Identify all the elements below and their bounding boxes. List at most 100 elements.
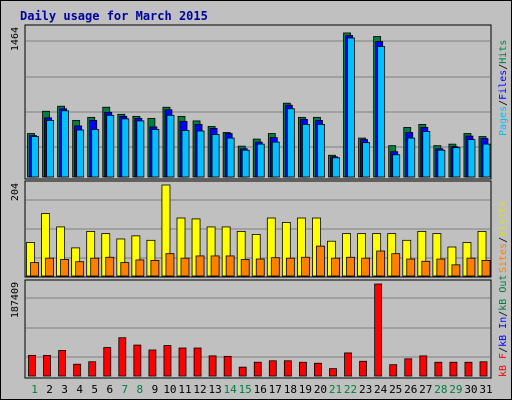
x-label-20: 20: [314, 383, 327, 396]
bar-sites-23: [361, 257, 371, 277]
legend-hits: Hits: [498, 40, 509, 64]
top-max-label: 1464: [10, 27, 21, 51]
x-label-15: 15: [239, 383, 252, 396]
bar-kbytes-7: [118, 337, 127, 377]
bar-kbytes-2: [43, 354, 51, 377]
bar-sites-3: [60, 259, 69, 277]
legend-pages: Pages: [498, 106, 509, 136]
bar-pages-29: [452, 147, 461, 178]
bar-pages-26: [407, 137, 416, 178]
bar-pages-9: [151, 129, 160, 178]
bar-sites-26: [406, 258, 416, 277]
bars-layer: [26, 32, 491, 377]
legend-sep-2: /: [498, 64, 509, 70]
x-label-22: 22: [344, 383, 357, 396]
x-label-19: 19: [299, 383, 312, 396]
bar-kbytes-3: [58, 350, 66, 377]
bar-sites-13: [210, 255, 220, 277]
bar-pages-27: [422, 131, 431, 178]
bar-sites-6: [105, 256, 115, 277]
bar-kbytes-14: [223, 355, 232, 377]
x-label-2: 2: [46, 383, 53, 396]
x-label-9: 9: [152, 383, 159, 396]
bar-pages-18: [286, 108, 295, 178]
bar-pages-8: [136, 120, 145, 178]
bar-pages-31: [482, 143, 491, 178]
legend-sep-1: /: [498, 100, 509, 106]
legend-bottom: kB F/kB In/kB Out: [498, 275, 509, 377]
legend-sites: Sites: [498, 243, 509, 273]
bar-pages-1: [31, 136, 39, 178]
x-label-21: 21: [329, 383, 342, 396]
bar-pages-14: [226, 137, 235, 178]
bar-pages-25: [392, 154, 401, 178]
bar-pages-17: [271, 141, 280, 178]
bar-sites-15: [240, 259, 250, 277]
x-label-12: 12: [193, 383, 206, 396]
bar-kbytes-17: [268, 360, 277, 377]
bar-sites-27: [421, 260, 431, 277]
x-label-27: 27: [419, 383, 432, 396]
bar-kbytes-29: [449, 361, 458, 377]
bar-pages-16: [256, 143, 265, 178]
bottom-max-label: 187409: [10, 282, 21, 318]
middle-max-label: 204: [10, 183, 21, 201]
bar-kbytes-22: [344, 352, 352, 377]
bar-kbytes-5: [88, 361, 97, 377]
bar-sites-25: [391, 253, 401, 277]
bar-kbytes-26: [404, 358, 413, 377]
bar-pages-13: [211, 134, 220, 178]
bar-sites-2: [45, 257, 54, 277]
bar-pages-12: [196, 130, 205, 178]
x-label-8: 8: [137, 383, 144, 396]
x-label-11: 11: [178, 383, 191, 396]
bar-sites-9: [150, 259, 160, 277]
bar-kbytes-1: [28, 354, 36, 377]
x-label-31: 31: [479, 383, 492, 396]
bar-pages-28: [437, 149, 446, 178]
bar-kbytes-4: [73, 363, 82, 377]
bar-sites-19: [300, 256, 310, 277]
bar-kbytes-9: [148, 349, 157, 377]
x-label-17: 17: [269, 383, 282, 396]
bar-kbytes-16: [253, 361, 262, 377]
bar-sites-4: [75, 261, 85, 277]
x-label-25: 25: [389, 383, 402, 396]
bar-kbytes-19: [298, 361, 307, 377]
legend-files: Files: [498, 70, 509, 100]
bar-sites-8: [135, 259, 145, 277]
legend-kbf: kB F: [498, 353, 509, 377]
bar-kbytes-10: [163, 345, 172, 377]
bar-pages-21: [332, 157, 340, 178]
x-label-24: 24: [374, 383, 388, 396]
x-label-28: 28: [434, 383, 447, 396]
bar-sites-12: [195, 255, 205, 277]
bar-sites-17: [270, 257, 280, 277]
bar-pages-6: [106, 114, 115, 178]
bar-sites-14: [225, 255, 235, 277]
bar-sites-11: [180, 257, 190, 277]
bar-sites-24: [376, 250, 386, 277]
x-label-18: 18: [284, 383, 297, 396]
chart-title: Daily usage for March 2015: [20, 9, 208, 23]
x-label-1: 1: [31, 383, 38, 396]
bar-sites-20: [316, 245, 325, 277]
x-label-23: 23: [359, 383, 372, 396]
x-label-16: 16: [254, 383, 267, 396]
legend-visits: Visits: [498, 201, 509, 237]
bar-pages-11: [181, 130, 190, 178]
bar-pages-15: [241, 149, 250, 178]
x-label-4: 4: [76, 383, 83, 396]
bar-pages-22: [347, 37, 355, 178]
panel-bottom-frame: [24, 279, 492, 379]
legend-top: Pages/Files/Hits: [498, 40, 509, 136]
bar-kbytes-27: [419, 355, 428, 377]
x-axis-labels: 1 2 3 4 5 6 7 8 9 10 11 12 13 14 15 16 17 18 19 20 21 22 23 24 2…: [31, 383, 492, 396]
bar-pages-30: [467, 139, 476, 178]
bar-kbytes-25: [389, 364, 398, 377]
bar-kbytes-31: [479, 361, 488, 377]
bar-pages-4: [76, 129, 85, 178]
bar-pages-2: [46, 119, 54, 178]
x-label-30: 30: [464, 383, 477, 396]
